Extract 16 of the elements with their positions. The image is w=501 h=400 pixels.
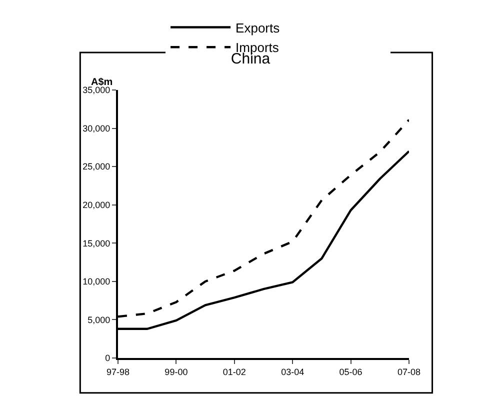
- legend-label: Exports: [236, 20, 280, 36]
- y-tick-label: 10,000: [82, 276, 110, 287]
- x-tick-label: 97-98: [106, 366, 130, 377]
- y-tick-label: 5,000: [88, 314, 110, 325]
- x-tick-label: 05-06: [339, 366, 362, 377]
- y-tick-label: 25,000: [82, 162, 110, 172]
- x-tick-label: 01-02: [222, 366, 246, 377]
- x-tick-label: 07-08: [397, 366, 421, 377]
- y-tick-label: 35,000: [82, 85, 110, 96]
- x-tick-label: 03-04: [281, 366, 304, 377]
- x-tick-label: 99-00: [164, 366, 188, 377]
- y-axis-title: A$m: [91, 77, 113, 88]
- y-tick-label: 30,000: [82, 123, 110, 134]
- y-tick-label: 20,000: [82, 200, 110, 210]
- y-tick-label: 0: [105, 353, 110, 364]
- y-tick-label: 15,000: [82, 238, 110, 248]
